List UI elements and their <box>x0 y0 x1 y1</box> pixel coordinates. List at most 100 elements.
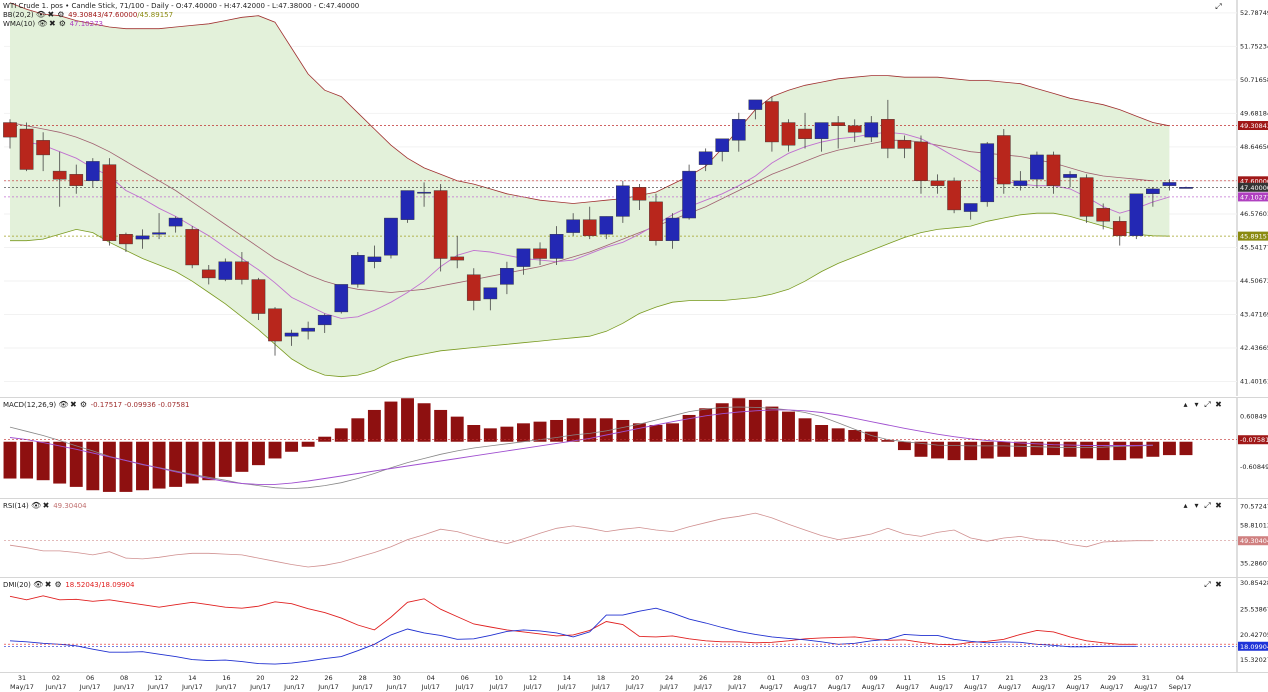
x-tick-month: Aug/17 <box>760 683 783 691</box>
move-up-icon[interactable]: ▴ <box>1183 400 1188 409</box>
macd-histogram-bar <box>881 440 895 442</box>
candle-body <box>185 229 200 266</box>
gear-icon[interactable]: ⚙ <box>54 580 62 589</box>
x-tick-day: 22 <box>290 674 298 682</box>
x-tick-month: Jun/17 <box>317 683 339 691</box>
macd-histogram-bar <box>251 441 265 466</box>
macd-histogram-bar <box>1162 441 1176 456</box>
pane-tools: ⤢ <box>1213 2 1224 12</box>
price-pane: 52.78749 51.75234 50.71658 49.68184 48.64650… <box>0 0 1268 396</box>
x-tick-month: Sep/17 <box>1169 683 1192 691</box>
eye-icon[interactable]: 👁 <box>33 580 44 589</box>
x-tick-day: 26 <box>324 674 332 682</box>
x-tick-day: 14 <box>188 674 196 682</box>
candle-body <box>582 219 597 237</box>
macd-histogram-bar <box>864 431 878 442</box>
x-tick-month: Jun/17 <box>215 683 237 691</box>
price-tag <box>1238 121 1268 131</box>
candle-body <box>135 235 150 240</box>
candle-body <box>1030 154 1044 180</box>
rsi-chart[interactable]: 70.57247 58.81013 35.28607 49.30404 <box>0 499 1268 577</box>
candle-body <box>549 234 564 259</box>
move-down-icon[interactable]: ▾ <box>1194 501 1199 510</box>
rsi-y-tick: 70.57247 <box>1240 503 1268 511</box>
candle-body <box>831 122 845 126</box>
candle-body <box>930 180 945 186</box>
macd-histogram-bar <box>69 441 83 487</box>
expand-icon[interactable]: ⤢ <box>1204 580 1211 589</box>
candle-body <box>864 122 879 138</box>
macd-histogram-bar <box>649 425 663 442</box>
price-tag-text: 47.60000 <box>1240 177 1268 185</box>
candle-body <box>36 140 50 156</box>
macd-histogram-bar <box>732 398 746 442</box>
close-pane-icon[interactable]: ✖ <box>1215 400 1222 409</box>
candle-body <box>980 143 995 203</box>
rsi-pane: 70.57247 58.81013 35.28607 49.30404 RSI(14)… <box>0 498 1268 577</box>
x-tick-day: 17 <box>972 674 980 682</box>
x-tick-day: 14 <box>563 674 571 682</box>
rsi-label: RSI(14) <box>3 502 29 510</box>
macd-histogram-bar <box>169 441 183 487</box>
eye-icon[interactable]: 👁 <box>30 501 42 510</box>
price-y-tick: 45.54177 <box>1240 243 1268 251</box>
move-down-icon[interactable]: ▾ <box>1194 400 1199 409</box>
close-icon[interactable]: ✖ <box>70 400 77 409</box>
dmi-chart[interactable]: 30.85428 25.53867 20.42705 15.32027 18.09904 <box>0 578 1268 672</box>
macd-histogram-bar <box>517 423 530 442</box>
close-pane-icon[interactable]: ✖ <box>1215 501 1222 510</box>
rsi-y-tick: 35.28607 <box>1240 559 1268 567</box>
candle-body <box>417 191 431 194</box>
candle-body <box>1079 177 1094 217</box>
macd-histogram-bar <box>318 436 332 442</box>
close-icon[interactable]: ✖ <box>47 10 55 19</box>
expand-icon[interactable]: ⤢ <box>1204 501 1211 510</box>
gear-icon[interactable]: ⚙ <box>58 19 66 28</box>
candle-body <box>384 217 398 256</box>
macd-histogram-bar <box>632 423 646 442</box>
x-tick-day: 31 <box>18 674 26 682</box>
macd-histogram-bar <box>483 428 497 442</box>
candle-body <box>616 185 630 217</box>
close-icon[interactable]: ✖ <box>42 501 50 510</box>
eye-icon[interactable]: 👁 <box>58 400 69 409</box>
x-tick-day: 03 <box>801 674 809 682</box>
rsi-legend: RSI(14) 👁✖ 49.30404 <box>3 501 87 511</box>
close-icon[interactable]: ✖ <box>49 19 56 28</box>
expand-icon[interactable]: ⤢ <box>1215 2 1222 11</box>
eye-icon[interactable]: 👁 <box>37 19 48 28</box>
x-tick-month: Aug/17 <box>1134 683 1157 691</box>
price-chart[interactable]: 52.78749 51.75234 50.71658 49.68184 48.64650… <box>0 0 1268 396</box>
dmi-y-tick: 30.85428 <box>1240 579 1268 587</box>
candle-body <box>351 255 365 285</box>
candle-body <box>781 122 796 146</box>
macd-histogram-bar <box>1013 441 1027 457</box>
x-tick-day: 23 <box>1040 674 1048 682</box>
candle-body <box>947 180 961 211</box>
gear-icon[interactable]: ⚙ <box>79 400 87 409</box>
dmi-legend: DMI(20) 👁✖ ⚙ 18.52043/18.09904 <box>3 580 135 590</box>
close-pane-icon[interactable]: ✖ <box>1215 580 1222 589</box>
x-tick-month: Jul/17 <box>693 683 712 691</box>
move-up-icon[interactable]: ▴ <box>1183 501 1188 510</box>
eye-icon[interactable]: 👁 <box>35 10 47 19</box>
wma-legend: WMA(10) 👁✖ ⚙ 47.10273 <box>3 19 103 29</box>
macd-histogram-bar <box>1146 441 1160 457</box>
rsi-value: 49.30404 <box>53 502 87 510</box>
macd-histogram-bar <box>831 428 845 442</box>
x-tick-day: 28 <box>733 674 741 682</box>
macd-histogram-bar <box>434 409 448 442</box>
macd-histogram-bar <box>715 403 729 442</box>
candle-body <box>765 101 779 143</box>
candle-body <box>1162 182 1177 186</box>
macd-histogram-bar <box>964 441 978 461</box>
x-tick-day: 11 <box>903 674 911 682</box>
gear-icon[interactable]: ⚙ <box>57 10 65 19</box>
dmi-minus-line <box>9 595 1137 646</box>
expand-icon[interactable]: ⤢ <box>1204 400 1211 409</box>
macd-histogram-bar <box>997 441 1011 457</box>
close-icon[interactable]: ✖ <box>44 580 52 589</box>
macd-legend: MACD(12,26,9) 👁✖ ⚙ -0.17517 -0.09936 -0.0… <box>3 400 190 410</box>
macd-histogram-bar <box>980 441 994 459</box>
macd-chart[interactable]: 0.60849 -0.60849 -0.07581 <box>0 398 1268 498</box>
